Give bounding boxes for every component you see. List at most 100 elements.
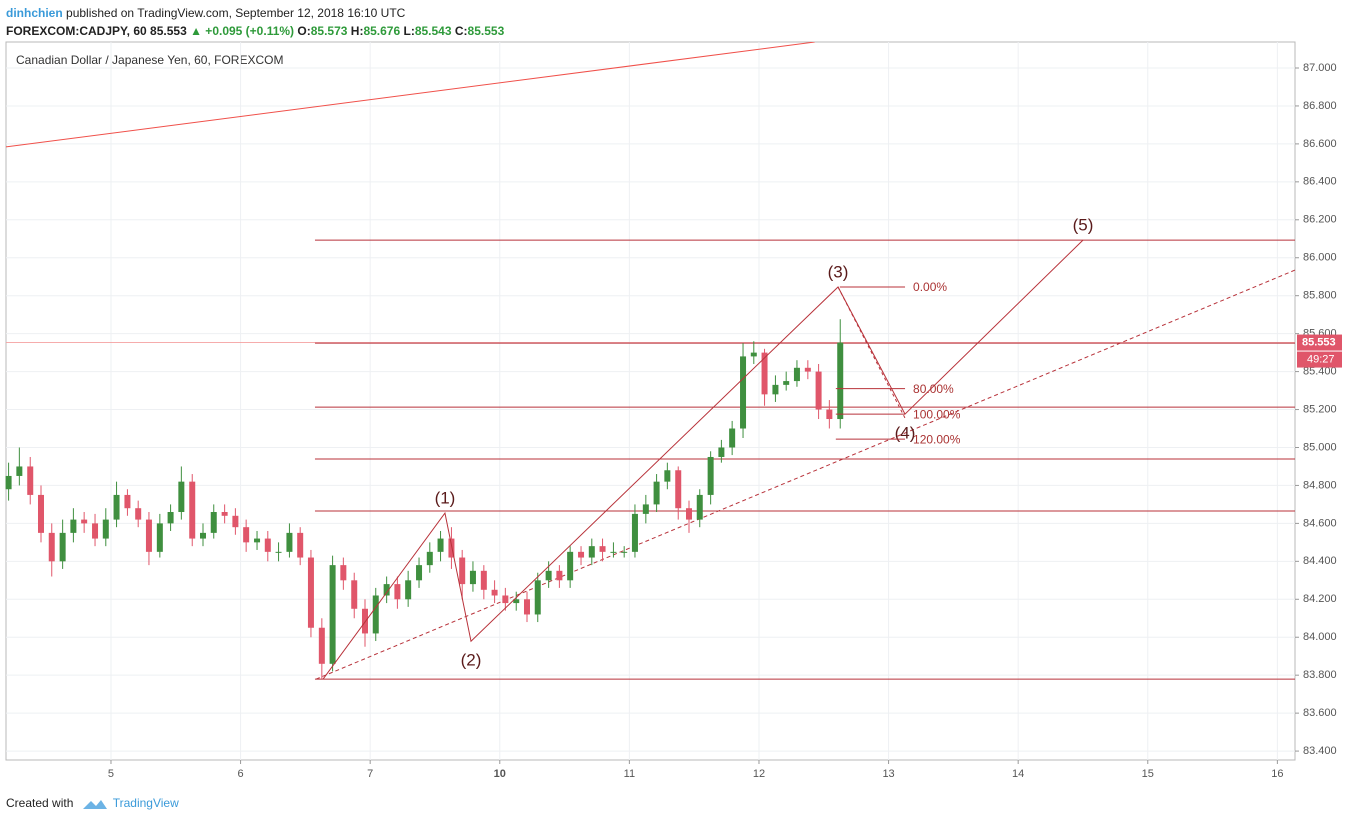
candle-body: [178, 481, 185, 513]
candle-body: [491, 589, 498, 596]
candle-body: [426, 551, 433, 566]
candle-body: [81, 519, 88, 524]
wave-label: (1): [435, 489, 456, 508]
candle-body: [340, 565, 347, 581]
candle-body: [707, 456, 714, 495]
candle-body: [59, 532, 66, 562]
wave-path: [322, 239, 1084, 680]
candle-body: [135, 508, 142, 520]
candle-body: [793, 367, 800, 382]
x-tick-label: 14: [1012, 768, 1024, 780]
candle-body: [653, 481, 660, 505]
candle-body: [523, 599, 530, 615]
candle-body: [394, 584, 401, 600]
l-value: 85.543: [414, 24, 452, 38]
published: published on TradingView.com, September …: [66, 6, 406, 20]
x-tick-label: 5: [108, 768, 114, 780]
candle-body: [513, 599, 520, 604]
y-tick-label: 83.600: [1303, 707, 1337, 719]
candle-body: [307, 557, 314, 628]
wave-label: (5): [1073, 216, 1094, 235]
channel-line: [315, 269, 1296, 680]
candle-body: [383, 584, 390, 596]
candle-body: [199, 532, 206, 539]
candle-body: [27, 466, 34, 495]
candle-body: [167, 512, 174, 524]
y-tick-label: 86.600: [1303, 138, 1337, 150]
candle-body: [254, 538, 261, 543]
y-tick-label: 84.200: [1303, 593, 1337, 605]
y-tick-label: 87.000: [1303, 62, 1337, 74]
candle-body: [275, 551, 282, 553]
candle-body: [761, 352, 768, 395]
candle-body: [124, 494, 131, 509]
candle-body: [405, 580, 412, 600]
h-label: H:: [350, 24, 364, 38]
candle-body: [815, 371, 822, 410]
brand[interactable]: TradingView: [112, 796, 179, 810]
x-tick-label: 13: [882, 768, 894, 780]
candle-body: [264, 538, 271, 552]
o-value: 85.573: [310, 24, 348, 38]
candle-body: [351, 580, 358, 609]
candle-body: [772, 384, 779, 395]
candle-body: [837, 342, 844, 420]
wave-label: (2): [461, 651, 482, 670]
symbol: FOREXCOM:CADJPY, 60: [6, 24, 147, 38]
x-tick-label: 16: [1271, 768, 1283, 780]
candle-body: [740, 356, 747, 429]
candle-body: [329, 565, 336, 664]
price: 85.553: [150, 24, 187, 38]
chart: Canadian Dollar / Japanese Yen, 60, FORE…: [5, 41, 1342, 780]
candle-body: [718, 447, 725, 457]
tv-logo: [82, 799, 107, 809]
candle-body: [70, 519, 77, 533]
h-value: 85.676: [363, 24, 401, 38]
x-tick-label: 12: [753, 768, 765, 780]
candle-body: [556, 570, 563, 581]
candle-body: [189, 481, 196, 539]
candle-body: [750, 352, 757, 357]
y-tick-label: 85.400: [1303, 365, 1337, 377]
candle-body: [696, 494, 703, 520]
candle-body: [37, 494, 44, 533]
y-tick-label: 84.800: [1303, 479, 1337, 491]
chart-title: Canadian Dollar / Japanese Yen, 60, FORE…: [16, 53, 283, 67]
candle-body: [469, 570, 476, 585]
candle-body: [286, 532, 293, 552]
y-tick-label: 85.200: [1303, 403, 1337, 415]
x-tick-label: 11: [624, 768, 635, 780]
candle-body: [534, 580, 541, 615]
candle-body: [578, 551, 585, 558]
candle-body: [156, 523, 163, 552]
publish-row: dinhchien published on TradingView.com, …: [6, 4, 504, 22]
header: dinhchien published on TradingView.com, …: [6, 4, 504, 40]
candle-body: [783, 381, 790, 385]
y-tick-label: 83.400: [1303, 745, 1337, 757]
candle-body: [210, 512, 217, 533]
countdown-label: 49:27: [1307, 353, 1335, 365]
price-tag: [1297, 334, 1342, 351]
author[interactable]: dinhchien: [6, 6, 63, 20]
footer: Created with TradingView: [6, 796, 179, 810]
candle-body: [675, 470, 682, 509]
y-tick-label: 85.000: [1303, 441, 1337, 453]
y-tick-label: 84.000: [1303, 631, 1337, 643]
c-value: 85.553: [467, 24, 505, 38]
candle-body: [685, 508, 692, 520]
y-tick-label: 86.200: [1303, 214, 1337, 226]
candle-body: [664, 470, 671, 482]
wave-label: (4): [895, 424, 916, 443]
candle-body: [502, 595, 509, 604]
trend-line: [6, 42, 815, 148]
x-tick-label: 7: [367, 768, 373, 780]
x-tick-label: 10: [494, 768, 506, 780]
candle-body: [16, 466, 23, 476]
candle-body: [480, 570, 487, 590]
candle-body: [610, 551, 617, 553]
candle-body: [372, 595, 379, 634]
c-label: C:: [454, 24, 468, 38]
plot-frame: [5, 41, 1296, 761]
o-label: O:: [297, 24, 311, 38]
